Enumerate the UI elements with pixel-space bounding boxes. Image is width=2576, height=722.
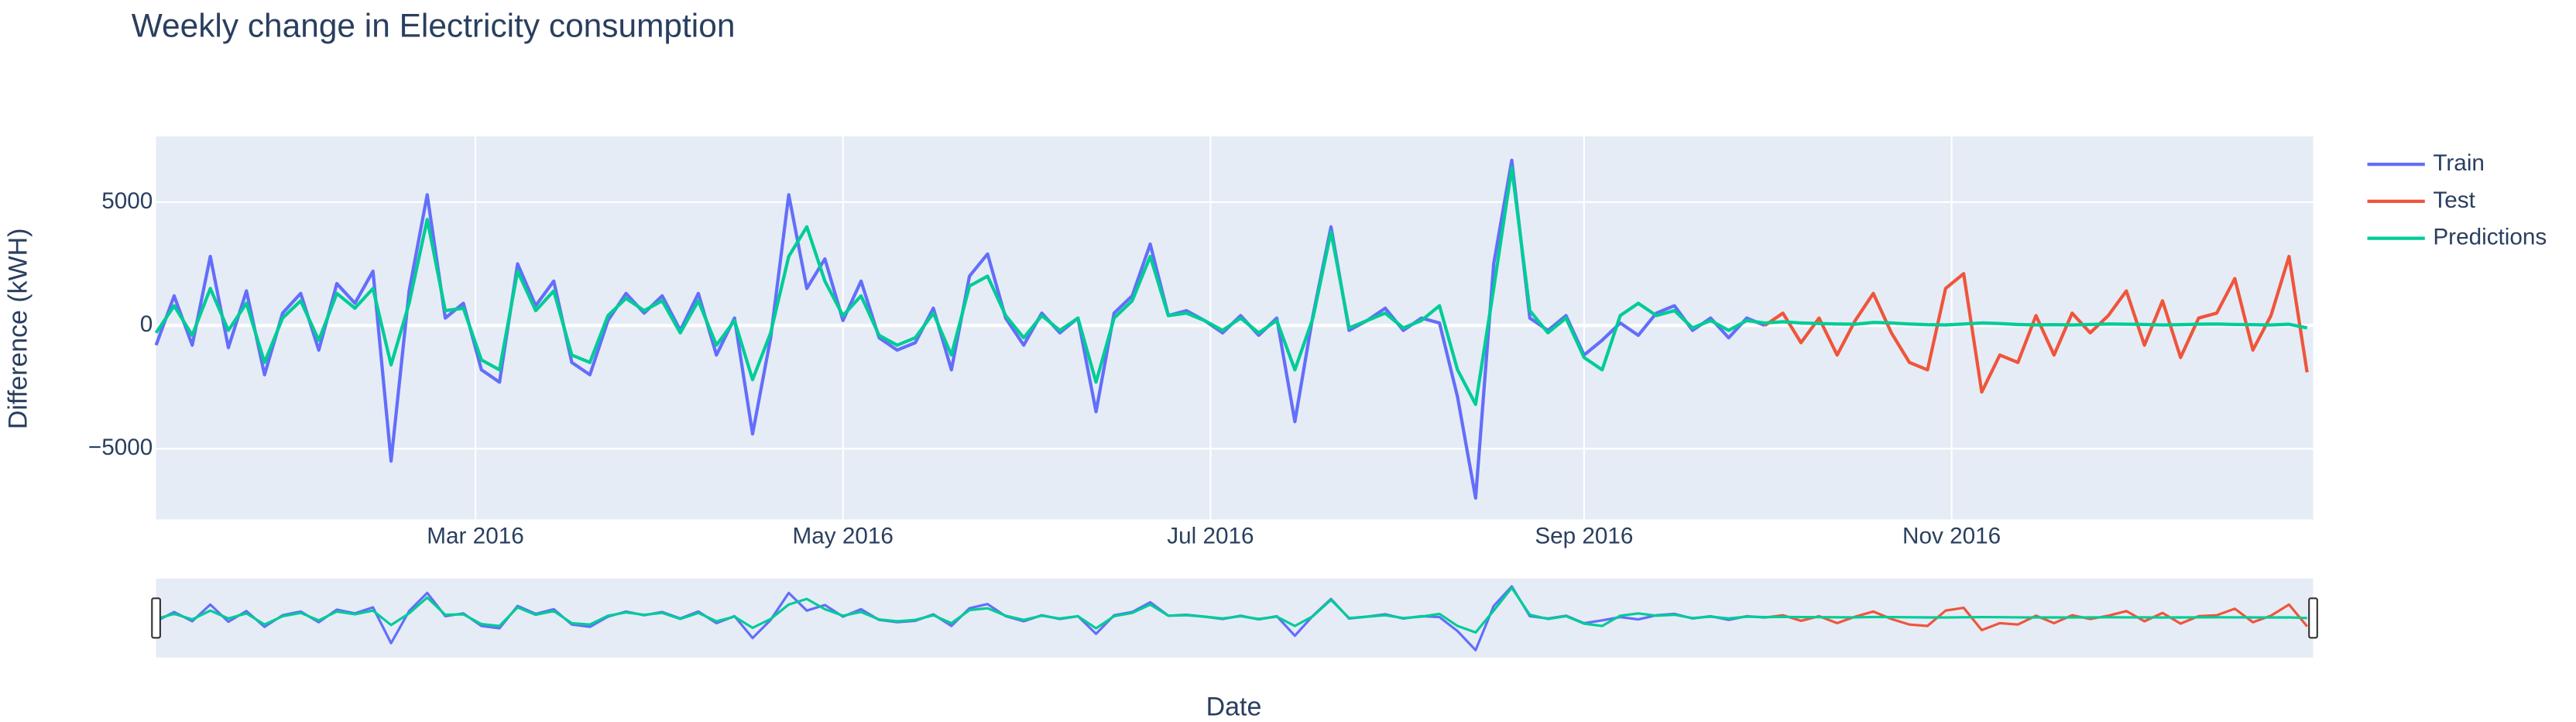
x-tick-label: Jul 2016	[1167, 524, 1254, 549]
y-tick-label: 0	[140, 311, 153, 337]
x-tick-label: Nov 2016	[1902, 524, 2001, 549]
slider-handle	[151, 597, 161, 639]
series-line	[154, 166, 2308, 407]
legend: Train Test Predictions	[2367, 150, 2547, 250]
chart-title: Weekly change in Electricity consumption	[132, 7, 736, 43]
legend-label: Train	[2433, 150, 2485, 176]
x-tick-label: Mar 2016	[427, 524, 523, 549]
y-axis-title: Difference (kWH)	[3, 229, 33, 430]
slider-line	[156, 586, 2307, 634]
x-tick-label: May 2016	[793, 524, 894, 549]
plot-area	[156, 136, 2314, 520]
x-tick-label: Sep 2016	[1535, 524, 1633, 549]
slider-handle	[2308, 597, 2318, 639]
grid: −5000 0 5000 Mar 2016 May 2016 Jul 2016 Sep 20…	[88, 136, 2314, 549]
x-axis-title: Date	[1206, 692, 1262, 721]
legend-label: Predictions	[2433, 225, 2547, 250]
series-line	[1764, 254, 2309, 394]
legend-label: Test	[2433, 187, 2475, 213]
slider-lines	[151, 585, 2318, 652]
y-tick-label: 5000	[101, 188, 153, 214]
y-tick-label: −5000	[88, 435, 153, 460]
lines	[154, 158, 2309, 500]
